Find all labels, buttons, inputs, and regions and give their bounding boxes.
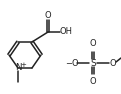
Text: −O: −O [65,58,79,67]
Text: OH: OH [60,28,72,36]
Text: O: O [90,77,96,86]
Text: O: O [110,58,116,67]
Text: +: + [21,62,26,68]
Text: S: S [90,58,96,67]
Text: N: N [15,64,21,72]
Text: O: O [90,39,96,49]
Text: O: O [45,11,51,20]
